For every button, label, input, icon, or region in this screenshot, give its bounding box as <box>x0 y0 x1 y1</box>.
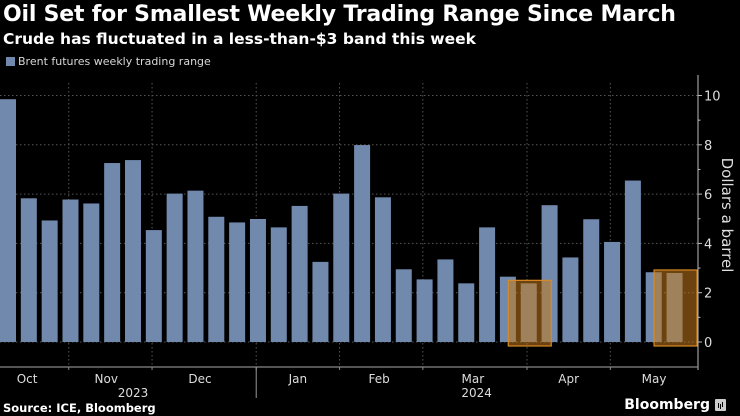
bar-0 <box>0 99 16 342</box>
brand-name: Bloomberg <box>624 397 710 413</box>
x-tick-label-oct: Oct <box>17 372 38 386</box>
bar-30 <box>624 180 641 342</box>
legend-label: Brent futures weekly trading range <box>18 55 211 68</box>
chart-title: Oil Set for Smallest Weekly Trading Rang… <box>3 2 676 27</box>
chart-badge-icon <box>715 399 726 411</box>
x-tick-label-feb: Feb <box>368 372 389 386</box>
y-tick-label-0: 0 <box>704 336 712 351</box>
year-label-2024: 2024 <box>461 386 492 400</box>
bar-20 <box>416 279 433 342</box>
x-tick-label-apr: Apr <box>558 372 579 386</box>
y-tick-label-2: 2 <box>704 287 712 302</box>
x-tick-label-dec: Dec <box>188 372 211 386</box>
x-tick-label-nov: Nov <box>95 372 118 386</box>
bar-21 <box>437 259 454 342</box>
bar-23 <box>479 227 496 342</box>
y-tick-label-6: 6 <box>704 188 712 203</box>
legend-swatch <box>6 57 15 66</box>
bar-2 <box>41 220 58 342</box>
x-tick-label-may: May <box>642 372 667 386</box>
bar-16 <box>333 193 350 342</box>
bar-29 <box>604 241 621 342</box>
bar-12 <box>249 218 266 342</box>
bar-19 <box>395 269 412 342</box>
bar-18 <box>374 197 391 342</box>
x-tick-label-mar: Mar <box>462 372 485 386</box>
highlight-boxes <box>507 269 698 347</box>
y-tick-label-4: 4 <box>704 237 712 252</box>
bar-1 <box>20 198 37 342</box>
bar-10 <box>208 216 225 342</box>
bar-13 <box>270 227 287 342</box>
bar-22 <box>458 283 475 342</box>
bar-15 <box>312 261 329 342</box>
bar-7 <box>145 230 162 342</box>
x-tick-label-jan: Jan <box>288 372 308 386</box>
highlight-box-32 <box>653 269 698 347</box>
bar-28 <box>583 219 600 342</box>
bar-9 <box>187 190 204 342</box>
y-axis-label: Dollars a barrel <box>718 158 736 273</box>
y-tick-label-10: 10 <box>704 90 721 105</box>
legend: Brent futures weekly trading range <box>6 55 211 68</box>
source-note: Source: ICE, Bloomberg <box>3 401 156 415</box>
chart-subtitle: Crude has fluctuated in a less-than-$3 b… <box>3 30 476 48</box>
bar-5 <box>104 163 121 342</box>
bar-6 <box>124 160 141 342</box>
bar-3 <box>62 199 79 342</box>
y-tick-label-8: 8 <box>704 139 712 154</box>
year-label-2023: 2023 <box>118 386 149 400</box>
bar-8 <box>166 193 183 342</box>
bar-14 <box>291 205 308 342</box>
bar-4 <box>83 203 100 342</box>
bars <box>0 99 683 342</box>
bloomberg-logo: Bloomberg <box>624 397 726 413</box>
highlight-box-25 <box>507 279 552 347</box>
axes: 0 2 4 6 8 10 Oct Nov Dec Jan Feb Mar Apr May 2023 2024 <box>0 75 721 400</box>
bar-11 <box>229 222 246 342</box>
bar-17 <box>354 145 371 342</box>
bar-27 <box>562 257 579 342</box>
